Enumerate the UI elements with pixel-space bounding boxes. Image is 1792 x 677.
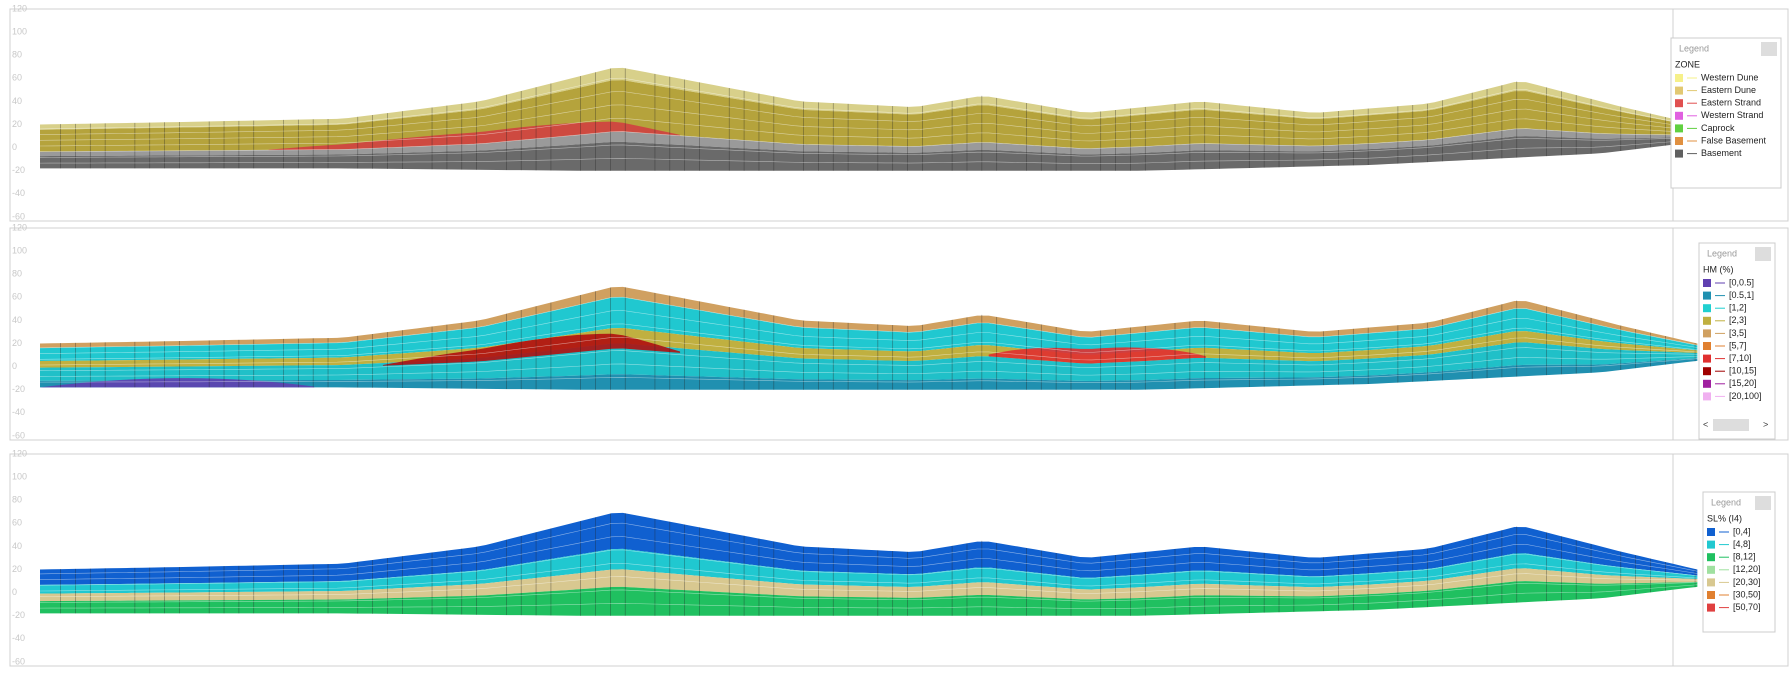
y-tick-label: 60 — [12, 292, 22, 302]
legend-swatch — [1675, 137, 1683, 145]
y-tick-label: 80 — [12, 269, 22, 279]
legend: Legend SL% (I4) [0,4] [4,8] [8,12] [12,20] [20… — [1703, 492, 1775, 632]
legend-label: [0,0.5] — [1729, 277, 1754, 287]
y-tick-label: -60 — [12, 211, 25, 221]
legend-label: [10,15] — [1729, 366, 1757, 376]
legend-button[interactable] — [1755, 247, 1771, 261]
panel: 120100806040200-20-40-60LegendZONEWester… — [10, 3, 1788, 221]
legend-swatch — [1675, 74, 1683, 82]
scroll-right[interactable]: > — [1763, 419, 1768, 429]
legend-swatch — [1675, 112, 1683, 120]
legend-button[interactable] — [1761, 42, 1777, 56]
y-tick-label: 20 — [12, 564, 22, 574]
legend-label: [30,50] — [1733, 589, 1761, 599]
y-tick-label: -20 — [12, 384, 25, 394]
legend-label: [0.5,1] — [1729, 290, 1754, 300]
legend-swatch — [1675, 150, 1683, 158]
y-tick-label: 80 — [12, 495, 22, 505]
y-tick-label: 40 — [12, 315, 22, 325]
legend-label: False Basement — [1701, 135, 1767, 145]
legend-label: Eastern Strand — [1701, 98, 1761, 108]
legend-swatch — [1675, 124, 1683, 132]
legend-subtitle: HM (%) — [1703, 264, 1734, 274]
y-tick-label: 120 — [12, 222, 27, 232]
y-tick-label: 100 — [12, 245, 27, 255]
legend-swatch — [1707, 604, 1715, 612]
legend-label: [7,10] — [1729, 353, 1752, 363]
y-tick-label: -40 — [12, 188, 25, 198]
y-tick-label: 20 — [12, 119, 22, 129]
y-tick-label: -40 — [12, 633, 25, 643]
legend-title: Legend — [1707, 248, 1737, 258]
y-tick-label: 120 — [12, 3, 27, 13]
screenshot: 120100806040200-20-40-60LegendZONEWester… — [0, 0, 1792, 672]
y-tick-label: 0 — [12, 587, 17, 597]
y-tick-label: -60 — [12, 656, 25, 666]
legend-label: [12,20] — [1733, 564, 1761, 574]
legend-swatch — [1675, 87, 1683, 95]
legend-button[interactable] — [1755, 496, 1771, 510]
legend-swatch — [1703, 342, 1711, 350]
y-tick-label: 20 — [12, 338, 22, 348]
legend-label: Western Dune — [1701, 72, 1758, 82]
y-tick-label: -20 — [12, 165, 25, 175]
legend-swatch — [1703, 317, 1711, 325]
legend-label: Caprock — [1701, 123, 1735, 133]
panel: 120 100 80 60 40 20 0 -20 -40 -60 Legend HM (%) [0,0… — [10, 222, 1788, 440]
y-tick-label: 0 — [12, 142, 17, 152]
legend-swatch — [1703, 355, 1711, 363]
legend-subtitle: ZONE — [1675, 59, 1700, 69]
legend-label: [50,70] — [1733, 602, 1761, 612]
y-tick-label: -40 — [12, 407, 25, 417]
y-tick-label: 0 — [12, 361, 17, 371]
y-tick-label: -20 — [12, 610, 25, 620]
y-tick-label: 60 — [12, 518, 22, 528]
legend-swatch — [1675, 99, 1683, 107]
legend-label: [20,30] — [1733, 577, 1761, 587]
legend-label: [20,100] — [1729, 391, 1762, 401]
legend-swatch — [1703, 292, 1711, 300]
legend-label: Eastern Dune — [1701, 85, 1756, 95]
legend-swatch — [1703, 304, 1711, 312]
legend-swatch — [1703, 380, 1711, 388]
legend-swatch — [1707, 541, 1715, 549]
legend-label: [15,20] — [1729, 378, 1757, 388]
legend-swatch — [1707, 566, 1715, 574]
y-tick-label: -60 — [12, 430, 25, 440]
legend-swatch — [1707, 553, 1715, 561]
legend-label: [1,2] — [1729, 303, 1747, 313]
legend-swatch — [1703, 367, 1711, 375]
legend-label: [0,4] — [1733, 526, 1751, 536]
legend-label: [8,12] — [1733, 552, 1756, 562]
legend-subtitle: SL% (I4) — [1707, 513, 1742, 523]
legend-swatch — [1707, 578, 1715, 586]
y-tick-label: 60 — [12, 73, 22, 83]
y-tick-label: 100 — [12, 26, 27, 36]
y-tick-label: 40 — [12, 541, 22, 551]
legend-swatch — [1703, 392, 1711, 400]
y-tick-label: 120 — [12, 448, 27, 458]
legend-label: [2,3] — [1729, 315, 1747, 325]
y-tick-label: 100 — [12, 471, 27, 481]
y-tick-label: 80 — [12, 50, 22, 60]
legend-label: [3,5] — [1729, 328, 1747, 338]
legend-swatch — [1707, 528, 1715, 536]
scrollbar[interactable] — [1713, 419, 1749, 431]
legend-title: Legend — [1679, 43, 1709, 53]
y-tick-label: 40 — [12, 96, 22, 106]
legend-title: Legend — [1711, 497, 1741, 507]
legend-swatch — [1703, 329, 1711, 337]
panel: 120 100 80 60 40 20 0 -20 -40 -60 Legend SL% (I4) [0… — [10, 448, 1788, 666]
legend: Legend ZONEWestern Dune Eastern Dune Easter… — [1671, 38, 1781, 188]
legend-swatch — [1707, 591, 1715, 599]
scroll-left[interactable]: < — [1703, 419, 1708, 429]
legend-label: Basement — [1701, 148, 1742, 158]
legend: Legend HM (%) [0,0.5] [0.5,1] [1,2] [2,3] [3,5… — [1699, 243, 1775, 439]
legend-label: [5,7] — [1729, 340, 1747, 350]
legend-label: Western Strand — [1701, 110, 1763, 120]
legend-label: [4,8] — [1733, 539, 1751, 549]
legend-swatch — [1703, 279, 1711, 287]
